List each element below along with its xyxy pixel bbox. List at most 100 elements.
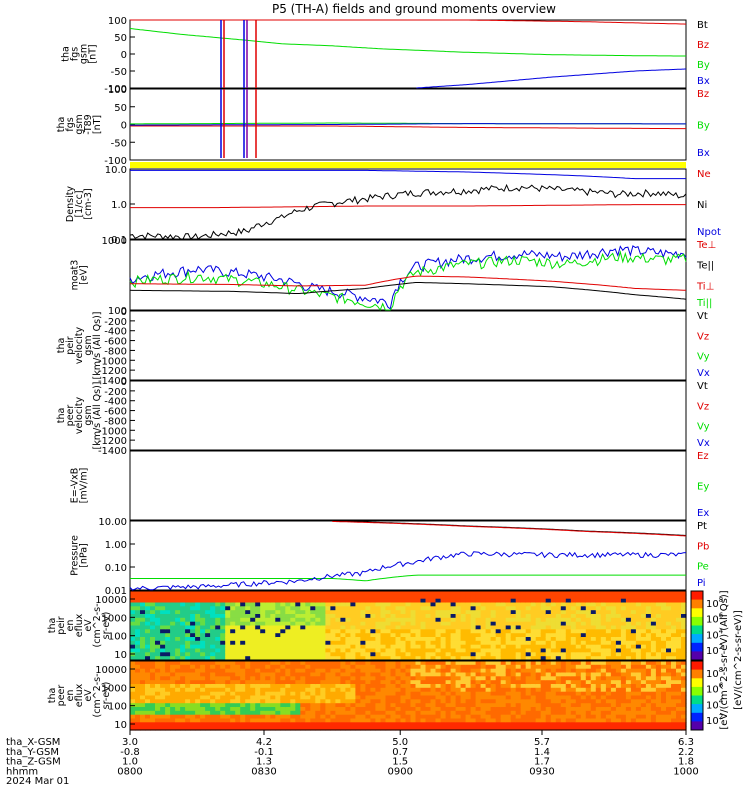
heatmap-cell bbox=[430, 621, 437, 627]
heatmap-cell bbox=[205, 722, 211, 727]
heatmap-cell bbox=[285, 714, 291, 720]
heatmap-cell bbox=[205, 680, 211, 685]
heatmap-cell bbox=[380, 625, 387, 630]
heatmap-cell bbox=[530, 614, 537, 619]
heatmap-cell bbox=[640, 617, 647, 623]
heatmap-cell bbox=[450, 610, 457, 615]
heatmap-cell bbox=[280, 664, 286, 670]
heatmap-cell bbox=[155, 652, 161, 657]
heatmap-cell bbox=[155, 707, 161, 712]
heatmap-cell bbox=[370, 621, 376, 627]
heatmap-cell bbox=[360, 718, 366, 723]
heatmap-cell bbox=[295, 598, 301, 604]
heatmap-cell bbox=[140, 668, 146, 674]
heatmap-cell bbox=[170, 707, 176, 712]
heatmap-cell bbox=[260, 591, 266, 596]
heatmap-cell bbox=[360, 691, 366, 697]
heatmap-cell bbox=[445, 594, 452, 600]
heatmap-cell bbox=[250, 684, 256, 689]
heatmap-cell bbox=[470, 710, 477, 716]
heatmap-cell bbox=[200, 610, 206, 615]
heatmap-cell bbox=[595, 668, 602, 674]
heatmap-cell bbox=[180, 668, 186, 674]
heatmap-cell bbox=[130, 672, 136, 677]
heatmap-cell bbox=[150, 648, 156, 653]
heatmap-cell bbox=[681, 648, 687, 653]
heatmap-cell bbox=[515, 664, 522, 670]
heatmap-cell bbox=[440, 687, 447, 693]
heatmap-cell bbox=[140, 602, 146, 607]
heatmap-cell bbox=[661, 722, 667, 727]
heatmap-cell bbox=[255, 710, 261, 716]
heatmap-cell bbox=[205, 633, 211, 638]
heatmap-cell bbox=[330, 718, 336, 723]
heatmap-cell bbox=[520, 648, 527, 653]
heatmap-cell bbox=[490, 680, 497, 685]
heatmap-cell bbox=[405, 598, 412, 604]
heatmap-cell bbox=[280, 695, 286, 700]
heatmap-cell bbox=[605, 637, 612, 642]
heatmap-cell bbox=[485, 652, 492, 657]
heatmap-cell bbox=[485, 594, 492, 600]
heatmap-cell bbox=[610, 637, 617, 642]
heatmap-cell bbox=[681, 640, 687, 646]
heatmap-cell bbox=[465, 699, 472, 704]
heatmap-cell bbox=[590, 726, 597, 731]
heatmap-cell bbox=[460, 633, 467, 638]
legend-label: Pb bbox=[697, 541, 709, 552]
heatmap-cell bbox=[235, 676, 241, 681]
heatmap-cell bbox=[580, 594, 587, 600]
y-tick-label: -600 bbox=[104, 337, 127, 348]
heatmap-cell bbox=[430, 672, 437, 677]
heatmap-cell bbox=[400, 691, 407, 697]
heatmap-cell bbox=[150, 598, 156, 604]
heatmap-cell bbox=[600, 664, 607, 670]
heatmap-cell bbox=[395, 648, 402, 653]
heatmap-cell bbox=[385, 644, 392, 650]
heatmap-cell bbox=[440, 629, 447, 634]
y-tick-label: 0.1 bbox=[111, 235, 127, 246]
heatmap-cell bbox=[230, 602, 236, 607]
heatmap-cell bbox=[540, 722, 547, 727]
heatmap-cell bbox=[610, 668, 617, 674]
heatmap-cell bbox=[300, 676, 306, 681]
heatmap-cell bbox=[175, 661, 181, 666]
heatmap-cell bbox=[555, 695, 562, 700]
heatmap-cell bbox=[395, 668, 402, 674]
heatmap-cell bbox=[275, 610, 281, 615]
heatmap-cell bbox=[185, 676, 191, 681]
heatmap-cell bbox=[415, 625, 422, 630]
heatmap-cell bbox=[260, 664, 266, 670]
heatmap-cell bbox=[676, 695, 682, 700]
heatmap-cell bbox=[650, 714, 657, 720]
heatmap-cell bbox=[350, 718, 356, 723]
heatmap-cell bbox=[145, 714, 151, 720]
heatmap-cell bbox=[230, 652, 236, 657]
heatmap-cell bbox=[430, 610, 437, 615]
heatmap-cell bbox=[590, 664, 597, 670]
heatmap-cell bbox=[200, 594, 206, 600]
heatmap-cell bbox=[440, 625, 447, 630]
heatmap-cell bbox=[525, 691, 532, 697]
heatmap-cell bbox=[275, 614, 281, 619]
heatmap-cell bbox=[310, 652, 316, 657]
heatmap-cell bbox=[255, 598, 261, 604]
heatmap-cell bbox=[310, 640, 316, 646]
heatmap-cell bbox=[595, 640, 602, 646]
heatmap-cell bbox=[425, 684, 432, 689]
heatmap-cell bbox=[530, 637, 537, 642]
heatmap-cell bbox=[410, 617, 417, 623]
heatmap-cell bbox=[245, 680, 251, 685]
heatmap-cell bbox=[315, 629, 321, 634]
heatmap-cell bbox=[400, 594, 407, 600]
heatmap-cell bbox=[580, 606, 587, 611]
heatmap-cell bbox=[565, 591, 572, 596]
heatmap-cell bbox=[145, 703, 151, 708]
heatmap-cell bbox=[395, 661, 402, 666]
heatmap-cell bbox=[255, 687, 261, 693]
heatmap-cell bbox=[160, 668, 166, 674]
heatmap-cell bbox=[550, 648, 557, 653]
heatmap-cell bbox=[420, 610, 427, 615]
y-tick-label: 10.0 bbox=[105, 165, 127, 176]
heatmap-cell bbox=[555, 710, 562, 716]
